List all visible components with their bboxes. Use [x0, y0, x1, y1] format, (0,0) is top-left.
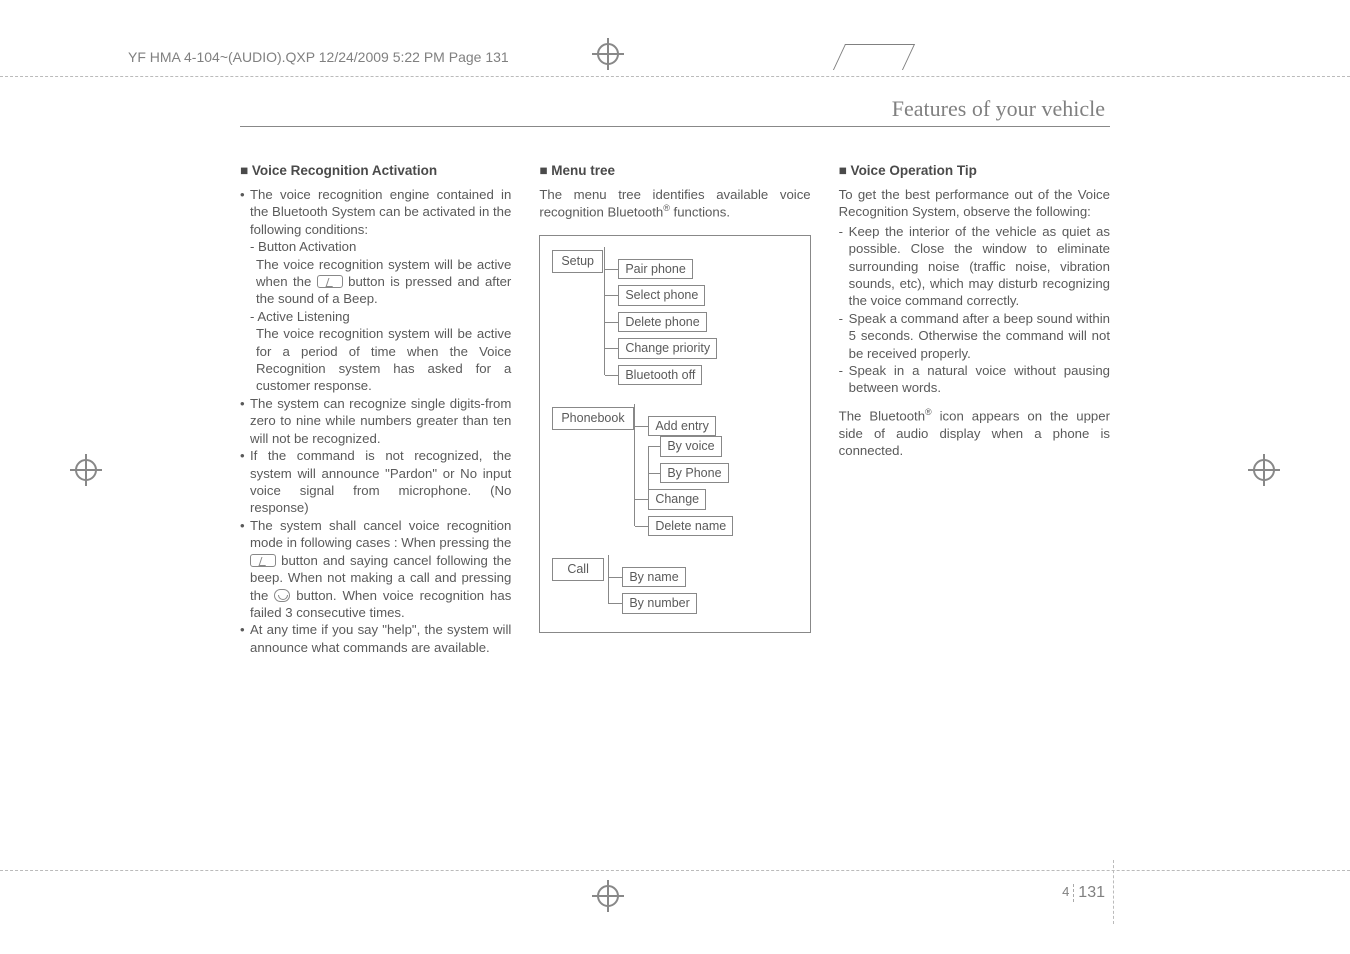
col2-intro: The menu tree identifies available voice…	[539, 186, 810, 221]
col1-b1-text: The voice recognition engine contained i…	[250, 186, 511, 238]
registration-mark-right	[1248, 454, 1280, 486]
tree-setup-item: Select phone	[618, 285, 705, 306]
file-info-text: YF HMA 4-104~(AUDIO).QXP 12/24/2009 5:22…	[128, 49, 509, 65]
page-section: 4	[1062, 884, 1069, 899]
col1-b4-text: The system shall cancel voice recognitio…	[250, 517, 511, 622]
col1-b1b-label: - Active Listening	[240, 308, 511, 325]
col1-b1b-text: The voice recognition system will be act…	[240, 325, 511, 395]
right-vdash	[1113, 860, 1114, 924]
header-rule	[240, 126, 1110, 127]
registration-mark-bottom	[592, 880, 624, 912]
menu-tree-box: Setup Pair phone Select phone Delete pho…	[539, 235, 810, 633]
col3-dash-3: -Speak in a natural voice without pausin…	[839, 362, 1110, 397]
col3-intro: To get the best performance out of the V…	[839, 186, 1110, 221]
col1-heading: ■ Voice Recognition Activation	[240, 162, 511, 180]
reg-mark-sup-2: ®	[925, 407, 932, 417]
page-num-value: 131	[1078, 884, 1105, 901]
tree-setup-root: Setup	[552, 250, 603, 273]
registration-mark-left	[70, 454, 102, 486]
col1-bullet-5: • At any time if you say "help", the sys…	[240, 621, 511, 656]
mic-button-icon	[317, 275, 343, 288]
tree-call-item: By number	[622, 593, 696, 614]
registration-mark-top	[592, 38, 624, 70]
col3-dash-1: -Keep the interior of the vehicle as qui…	[839, 223, 1110, 310]
phone-button-icon	[274, 589, 290, 602]
col1-bullet-1: • The voice recognition engine contained…	[240, 186, 511, 238]
tree-phonebook-group: Phonebook Add entry By voice By Phone Ch…	[552, 407, 797, 536]
tree-delete-name: Delete name	[648, 516, 733, 537]
col1-bullet-3: • If the command is not recognized, the …	[240, 447, 511, 517]
col1-b4-pre: The system shall cancel voice recognitio…	[250, 518, 511, 550]
tree-call-root: Call	[552, 558, 604, 581]
doc-tab-shape	[833, 44, 915, 70]
col1-bullet-2: • The system can recognize single digits…	[240, 395, 511, 447]
tree-setup-group: Setup Pair phone Select phone Delete pho…	[552, 250, 797, 385]
tree-setup-item: Pair phone	[618, 259, 692, 280]
tree-call-group: Call By name By number	[552, 558, 797, 614]
col3-dash-2: -Speak a command after a beep sound with…	[839, 310, 1110, 362]
col1-b3-text: If the command is not recognized, the sy…	[250, 447, 511, 517]
tree-by-phone: By Phone	[660, 463, 728, 484]
tree-setup-item: Change priority	[618, 338, 717, 359]
col1-b5-text: At any time if you say "help", the syste…	[250, 621, 511, 656]
tree-call-item: By name	[622, 567, 685, 588]
tree-by-voice: By voice	[660, 436, 721, 457]
col1-b1a-text: The voice recognition system will be act…	[240, 256, 511, 308]
col3-d2-text: Speak a command after a beep sound withi…	[849, 310, 1110, 362]
top-dash-rule	[0, 76, 1350, 77]
col3-tail-pre: The Bluetooth	[839, 408, 925, 423]
tree-change: Change	[648, 489, 706, 510]
reg-mark-sup: ®	[663, 203, 670, 213]
col3-d3-text: Speak in a natural voice without pausing…	[849, 362, 1110, 397]
col2-heading: ■ Menu tree	[539, 162, 810, 180]
tree-add-entry: Add entry	[648, 416, 716, 437]
column-2: ■ Menu tree The menu tree identifies ava…	[539, 162, 810, 656]
tree-phonebook-root: Phonebook	[552, 407, 633, 430]
col1-bullet-4: • The system shall cancel voice recognit…	[240, 517, 511, 622]
col3-heading: ■ Voice Operation Tip	[839, 162, 1110, 180]
col2-intro-post: functions.	[670, 205, 730, 220]
col3-tail: The Bluetooth® icon appears on the upper…	[839, 407, 1110, 460]
page-number: 4 131	[1062, 884, 1105, 902]
content-columns: ■ Voice Recognition Activation • The voi…	[240, 162, 1110, 656]
file-header: YF HMA 4-104~(AUDIO).QXP 12/24/2009 5:22…	[128, 44, 909, 70]
page-title: Features of your vehicle	[892, 96, 1105, 122]
col1-b1a-label: - Button Activation	[240, 238, 511, 255]
tree-setup-item: Delete phone	[618, 312, 706, 333]
col1-b2-text: The system can recognize single digits-f…	[250, 395, 511, 447]
column-1: ■ Voice Recognition Activation • The voi…	[240, 162, 511, 656]
column-3: ■ Voice Operation Tip To get the best pe…	[839, 162, 1110, 656]
bottom-dash-rule	[0, 870, 1350, 871]
mic-button-icon-2	[250, 554, 276, 567]
col3-d1-text: Keep the interior of the vehicle as quie…	[849, 223, 1110, 310]
tree-setup-item: Bluetooth off	[618, 365, 702, 386]
